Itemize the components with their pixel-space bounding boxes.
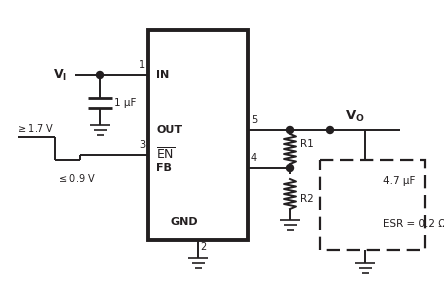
Text: V$_\mathregular{I}$: V$_\mathregular{I}$	[53, 67, 67, 83]
Circle shape	[96, 72, 103, 78]
Text: GND: GND	[170, 217, 198, 227]
Text: V$_\mathregular{O}$: V$_\mathregular{O}$	[345, 109, 365, 124]
Text: 4.7 μF: 4.7 μF	[383, 176, 416, 186]
Text: IN: IN	[156, 70, 169, 80]
Bar	[148, 30, 248, 240]
Text: 4: 4	[251, 153, 257, 163]
Text: 3: 3	[139, 140, 145, 150]
Text: $\geq$1.7 V: $\geq$1.7 V	[16, 122, 55, 134]
Text: 2: 2	[200, 242, 206, 252]
Text: R1: R1	[300, 139, 314, 149]
Text: $\leq$0.9 V: $\leq$0.9 V	[57, 172, 96, 184]
Circle shape	[326, 127, 333, 133]
Text: R2: R2	[300, 194, 314, 204]
Text: ESR = 0.2 Ω: ESR = 0.2 Ω	[383, 219, 444, 229]
Text: FB: FB	[156, 163, 172, 173]
Text: $\overline{\mathrm{EN}}$: $\overline{\mathrm{EN}}$	[156, 147, 175, 163]
Text: 1 μF: 1 μF	[114, 98, 136, 108]
Bar	[320, 160, 425, 250]
Text: 1: 1	[139, 60, 145, 70]
Circle shape	[286, 164, 293, 171]
Text: 5: 5	[251, 115, 257, 125]
Text: OUT: OUT	[156, 125, 182, 135]
Circle shape	[286, 127, 293, 133]
